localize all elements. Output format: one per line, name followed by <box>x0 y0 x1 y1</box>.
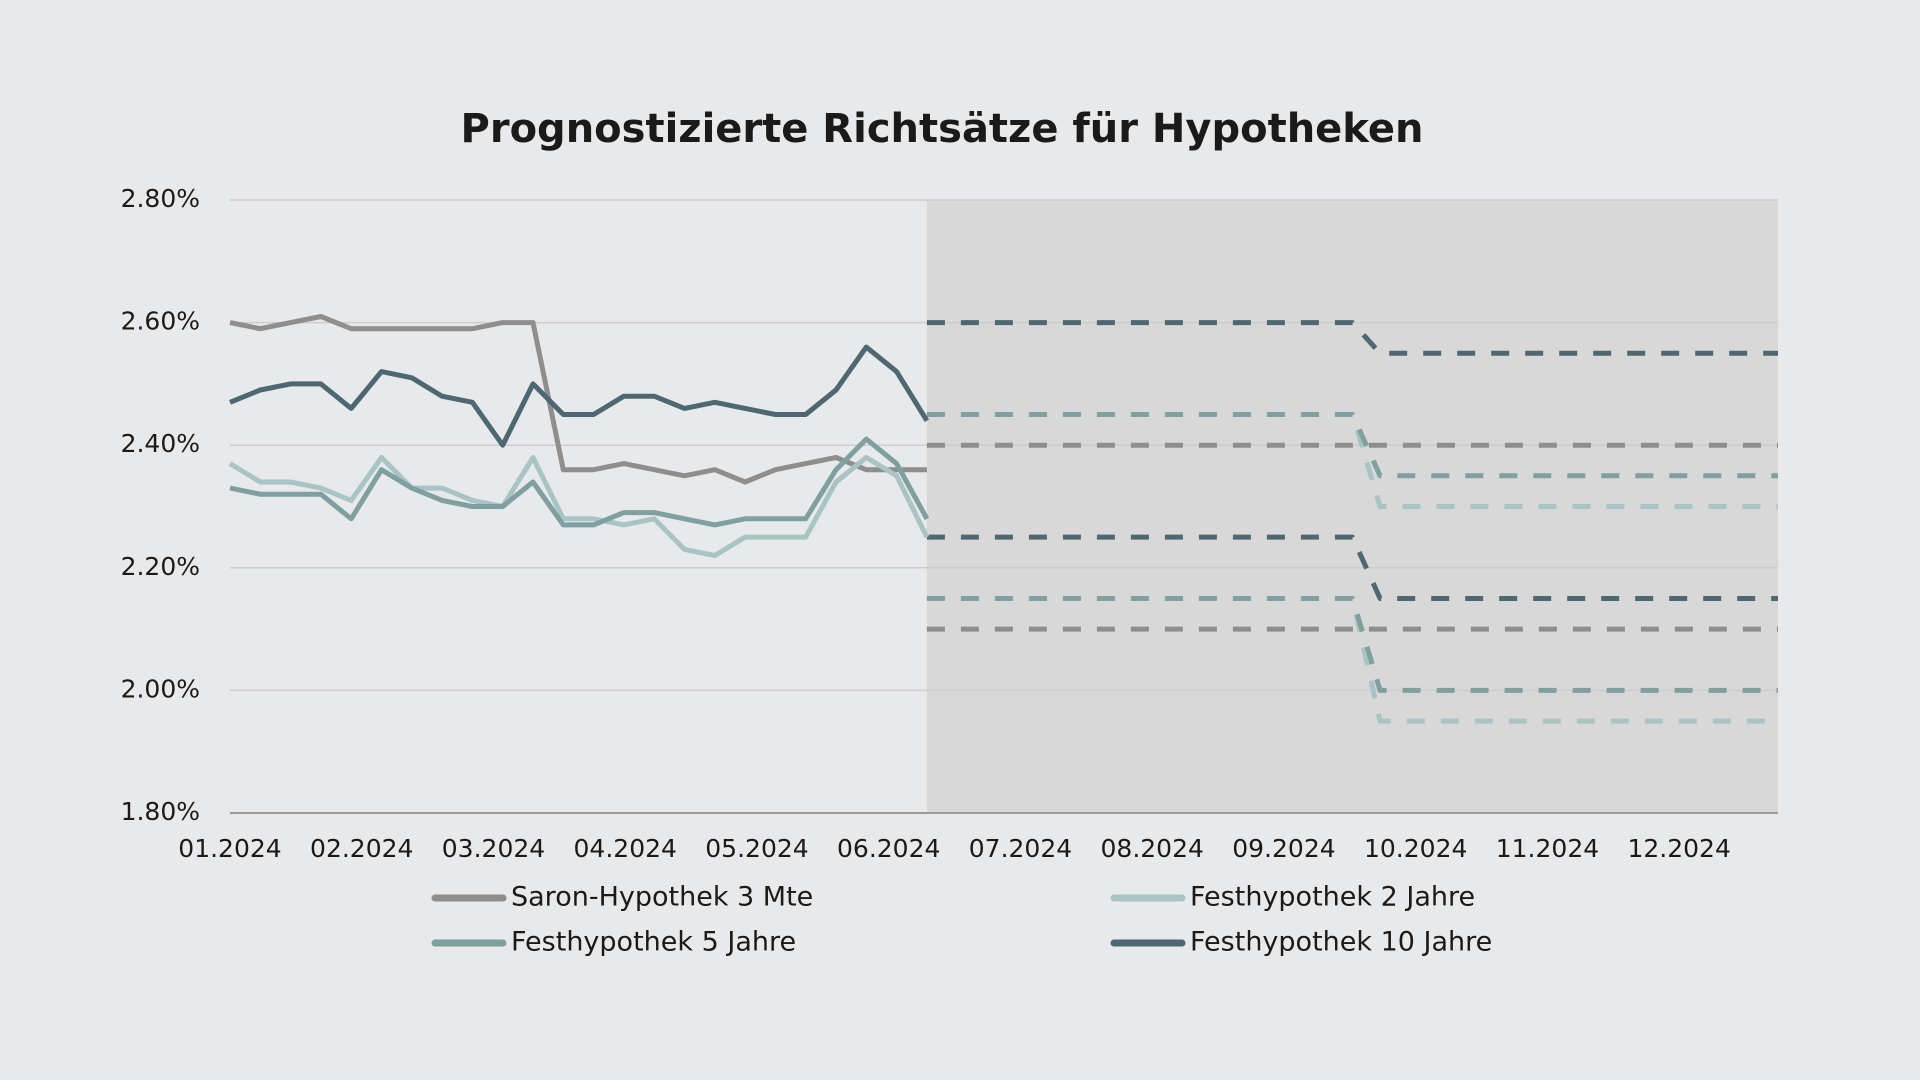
y-tick-label: 2.20% <box>121 552 200 581</box>
x-tick-label: 08.2024 <box>1101 834 1204 863</box>
forecast-line <box>926 412 1778 479</box>
series-line <box>229 344 930 448</box>
y-tick-label: 1.80% <box>121 797 200 826</box>
y-tick-label: 2.40% <box>121 429 200 458</box>
legend-label: Festhypothek 5 Jahre <box>511 927 796 958</box>
chart-title: Prognostizierte Richtsätze für Hypotheke… <box>461 106 1424 152</box>
forecast-line <box>926 320 1778 356</box>
series-line <box>229 436 930 528</box>
x-tick-label: 03.2024 <box>442 834 545 863</box>
x-tick-label: 11.2024 <box>1496 834 1599 863</box>
x-tick-label: 02.2024 <box>310 834 413 863</box>
y-tick-label: 2.60% <box>121 307 200 336</box>
forecast-line <box>926 534 1778 601</box>
legend-label: Saron-Hypothek 3 Mte <box>511 882 813 913</box>
legend-label: Festhypothek 10 Jahre <box>1190 927 1492 958</box>
x-tick-label: 12.2024 <box>1627 834 1730 863</box>
x-tick-label: 09.2024 <box>1232 834 1335 863</box>
y-tick-label: 2.00% <box>121 674 200 703</box>
x-tick-label: 06.2024 <box>837 834 940 863</box>
y-tick-label: 2.80% <box>121 184 200 213</box>
x-tick-label: 05.2024 <box>705 834 808 863</box>
forecast-line <box>926 596 1778 693</box>
x-tick-label: 07.2024 <box>969 834 1072 863</box>
legend-label: Festhypothek 2 Jahre <box>1190 882 1475 913</box>
x-tick-label: 10.2024 <box>1364 834 1467 863</box>
series-line <box>229 314 927 485</box>
x-tick-label: 04.2024 <box>574 834 677 863</box>
series-line <box>228 455 930 558</box>
forecast-area <box>926 200 1778 813</box>
x-tick-label: 01.2024 <box>178 834 281 863</box>
